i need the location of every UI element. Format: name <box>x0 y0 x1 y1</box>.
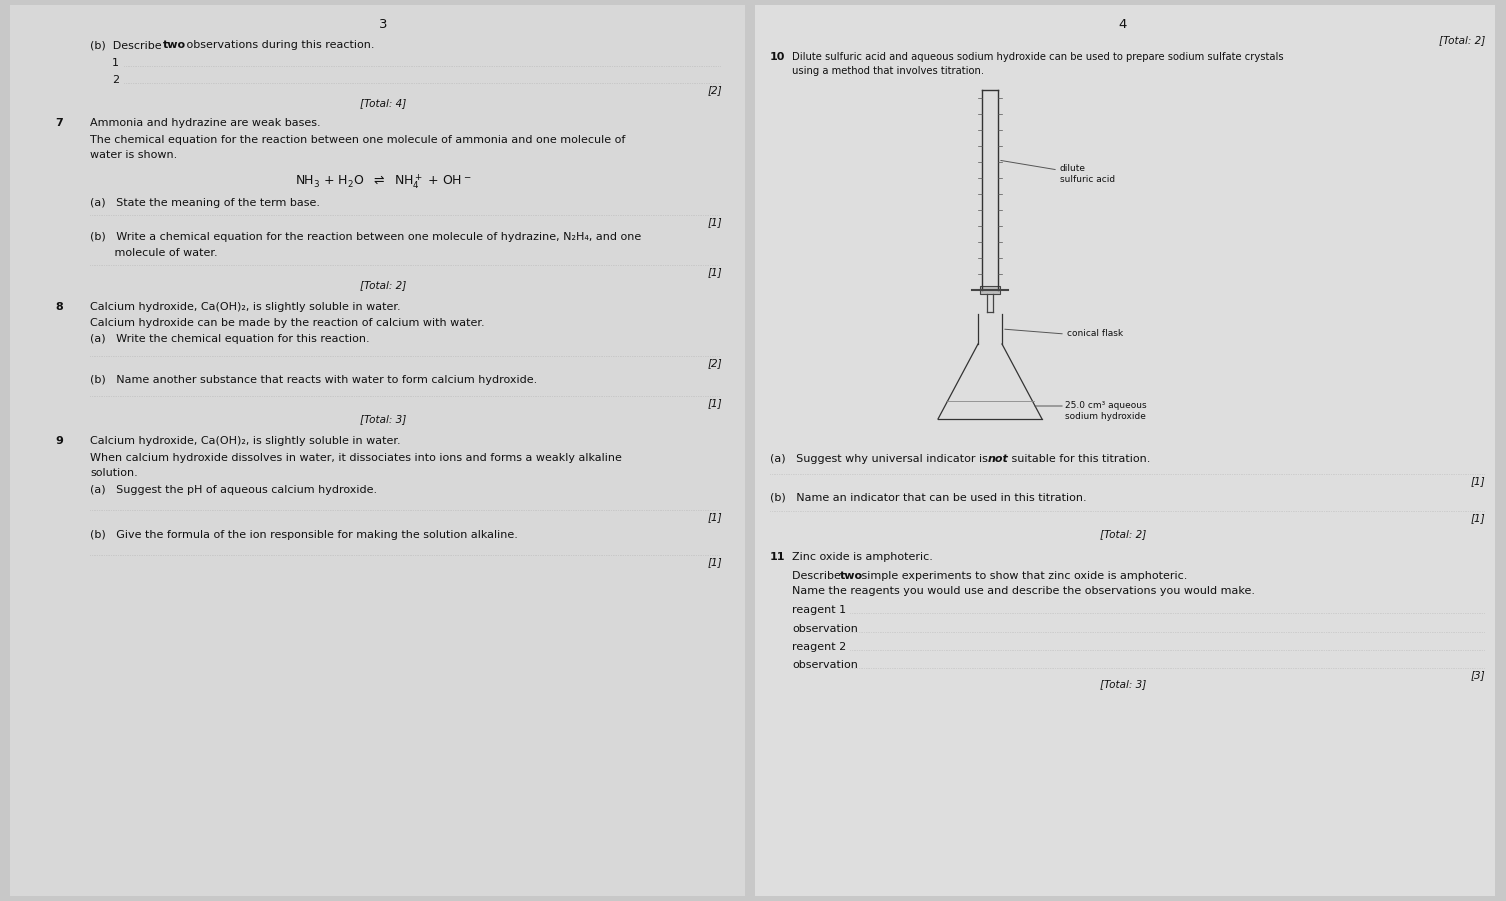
Text: 2: 2 <box>111 75 119 85</box>
Text: (b)   Give the formula of the ion responsible for making the solution alkaline.: (b) Give the formula of the ion responsi… <box>90 530 518 540</box>
Text: Ammonia and hydrazine are weak bases.: Ammonia and hydrazine are weak bases. <box>90 118 321 128</box>
Text: solution.: solution. <box>90 468 137 478</box>
Text: observations during this reaction.: observations during this reaction. <box>184 40 375 50</box>
Text: [1]: [1] <box>708 512 721 522</box>
Text: (b)   Name an indicator that can be used in this titration.: (b) Name an indicator that can be used i… <box>770 492 1087 502</box>
Text: [1]: [1] <box>708 267 721 277</box>
Text: [1]: [1] <box>1470 476 1485 486</box>
Text: NH$_3$ + H$_2$O  $\rightleftharpoons$  NH$_4^+$ + OH$^-$: NH$_3$ + H$_2$O $\rightleftharpoons$ NH$… <box>295 172 471 191</box>
Text: (a)   State the meaning of the term base.: (a) State the meaning of the term base. <box>90 198 319 208</box>
Text: simple experiments to show that zinc oxide is amphoteric.: simple experiments to show that zinc oxi… <box>858 571 1187 581</box>
Text: 1: 1 <box>111 58 119 68</box>
Text: two: two <box>840 571 863 581</box>
Text: (b)   Name another substance that reacts with water to form calcium hydroxide.: (b) Name another substance that reacts w… <box>90 375 538 385</box>
Text: Calcium hydroxide, Ca(OH)₂, is slightly soluble in water.: Calcium hydroxide, Ca(OH)₂, is slightly … <box>90 436 401 446</box>
Text: Zinc oxide is amphoteric.: Zinc oxide is amphoteric. <box>792 552 932 562</box>
Text: [3]: [3] <box>1470 670 1485 680</box>
Text: conical flask: conical flask <box>1066 329 1123 338</box>
Text: Calcium hydroxide, Ca(OH)₂, is slightly soluble in water.: Calcium hydroxide, Ca(OH)₂, is slightly … <box>90 302 401 312</box>
Text: Calcium hydroxide can be made by the reaction of calcium with water.: Calcium hydroxide can be made by the rea… <box>90 318 485 328</box>
Text: 4: 4 <box>1119 18 1126 31</box>
Text: [1]: [1] <box>708 557 721 567</box>
Text: [1]: [1] <box>708 217 721 227</box>
Bar <box>755 5 1495 896</box>
Text: dilute
sulfuric acid: dilute sulfuric acid <box>1060 164 1114 184</box>
Text: 25.0 cm³ aqueous
sodium hydroxide: 25.0 cm³ aqueous sodium hydroxide <box>1065 401 1146 421</box>
Text: Describe: Describe <box>792 571 845 581</box>
Text: [2]: [2] <box>708 358 721 368</box>
Text: (a)   Suggest why universal indicator is: (a) Suggest why universal indicator is <box>770 454 991 464</box>
Text: [Total: 2]: [Total: 2] <box>360 280 407 290</box>
Text: two: two <box>163 40 187 50</box>
Text: [Total: 2]: [Total: 2] <box>1438 35 1485 45</box>
Text: [Total: 4]: [Total: 4] <box>360 98 407 108</box>
Text: Name the reagents you would use and describe the observations you would make.: Name the reagents you would use and desc… <box>792 586 1254 596</box>
Text: Dilute sulfuric acid and aqueous sodium hydroxide can be used to prepare sodium : Dilute sulfuric acid and aqueous sodium … <box>792 52 1283 62</box>
Text: not: not <box>988 454 1009 464</box>
Text: observation: observation <box>792 624 858 634</box>
Text: [Total: 3]: [Total: 3] <box>360 414 407 424</box>
Bar <box>980 286 1000 294</box>
Text: [Total: 3]: [Total: 3] <box>1099 679 1146 689</box>
Text: (a)   Write the chemical equation for this reaction.: (a) Write the chemical equation for this… <box>90 334 369 344</box>
Text: reagent 1: reagent 1 <box>792 605 846 615</box>
Text: 8: 8 <box>56 302 63 312</box>
Text: [Total: 2]: [Total: 2] <box>1099 529 1146 539</box>
Text: 11: 11 <box>770 552 786 562</box>
Bar <box>11 5 745 896</box>
Text: molecule of water.: molecule of water. <box>90 248 218 258</box>
Text: using a method that involves titration.: using a method that involves titration. <box>792 66 983 76</box>
Text: suitable for this titration.: suitable for this titration. <box>1008 454 1151 464</box>
Text: (a)   Suggest the pH of aqueous calcium hydroxide.: (a) Suggest the pH of aqueous calcium hy… <box>90 485 376 495</box>
Text: 9: 9 <box>56 436 63 446</box>
Text: 7: 7 <box>56 118 63 128</box>
Text: 3: 3 <box>378 18 387 31</box>
Text: [2]: [2] <box>708 85 721 95</box>
Text: (b)  Describe: (b) Describe <box>90 40 166 50</box>
Text: (b)   Write a chemical equation for the reaction between one molecule of hydrazi: (b) Write a chemical equation for the re… <box>90 232 642 242</box>
Text: The chemical equation for the reaction between one molecule of ammonia and one m: The chemical equation for the reaction b… <box>90 135 625 145</box>
Text: [1]: [1] <box>708 398 721 408</box>
Text: [1]: [1] <box>1470 513 1485 523</box>
Text: observation: observation <box>792 660 858 670</box>
Text: reagent 2: reagent 2 <box>792 642 846 652</box>
Text: water is shown.: water is shown. <box>90 150 178 160</box>
Text: When calcium hydroxide dissolves in water, it dissociates into ions and forms a : When calcium hydroxide dissolves in wate… <box>90 453 622 463</box>
Text: 10: 10 <box>770 52 785 62</box>
